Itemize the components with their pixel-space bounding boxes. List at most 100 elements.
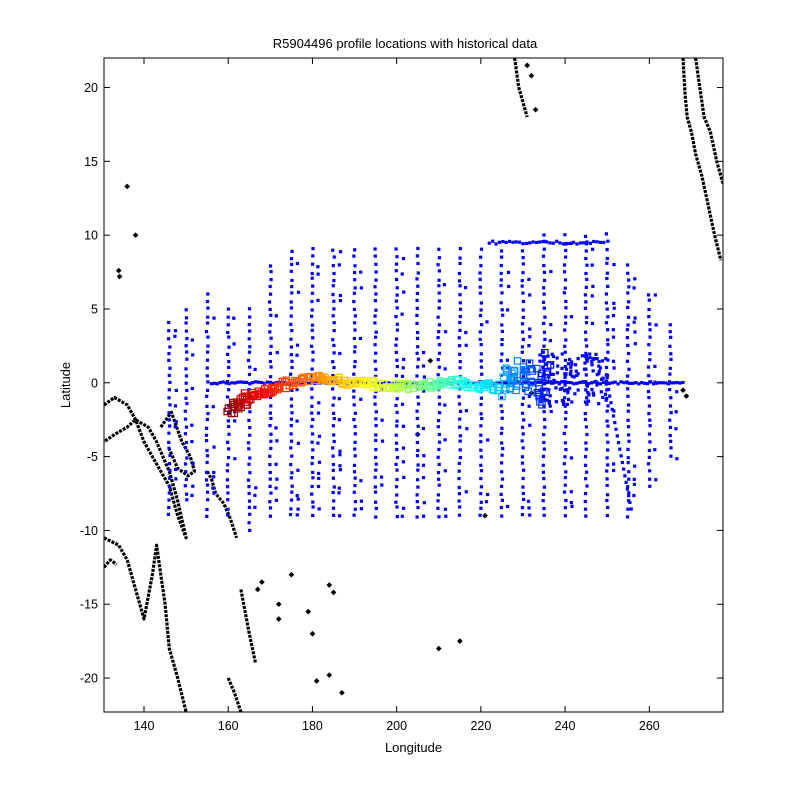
historical-point-875 — [585, 484, 589, 488]
historical-point-221 — [295, 513, 299, 517]
historical-point-573 — [438, 411, 442, 415]
historical-point-316 — [311, 254, 315, 258]
historical-point-494 — [394, 315, 398, 319]
historical-point-302 — [311, 336, 315, 340]
historical-point-1222 — [666, 382, 670, 386]
historical-point-660 — [480, 416, 484, 421]
historical-point-1270 — [614, 427, 618, 431]
historical-point-970 — [632, 493, 636, 498]
historical-point-700 — [500, 416, 504, 420]
historical-point-893 — [590, 360, 594, 364]
historical-point-1058 — [667, 380, 672, 384]
historical-point-1214 — [643, 381, 647, 385]
historical-point-790 — [542, 440, 546, 445]
historical-point-1075 — [233, 381, 237, 385]
historical-point-298 — [310, 367, 314, 371]
historical-point-781 — [542, 506, 546, 511]
historical-point-461 — [394, 500, 398, 504]
historical-point-603 — [457, 499, 461, 503]
historical-point-309 — [310, 291, 315, 295]
float-marker-23 — [242, 401, 250, 409]
historical-point-441 — [373, 359, 377, 363]
historical-point-114 — [225, 469, 229, 473]
historical-point-25 — [167, 373, 171, 377]
historical-point-1361 — [566, 362, 570, 366]
float-marker-229 — [525, 359, 534, 368]
historical-point-1236 — [514, 240, 518, 244]
historical-point-863 — [563, 278, 568, 282]
historical-point-693 — [500, 470, 504, 474]
historical-point-948 — [611, 328, 615, 332]
historical-point-448 — [374, 308, 378, 312]
historical-point-153 — [248, 471, 252, 475]
historical-point-1043 — [653, 293, 657, 297]
historical-point-1256 — [582, 241, 586, 245]
historical-point-105 — [206, 306, 210, 310]
historical-point-1176 — [531, 381, 535, 385]
historical-point-1356 — [575, 373, 579, 378]
historical-point-827 — [570, 504, 574, 508]
historical-point-1359 — [543, 378, 547, 382]
historical-point-962 — [605, 256, 609, 261]
historical-point-215 — [269, 292, 273, 296]
historical-point-118 — [227, 447, 231, 451]
historical-point-331 — [331, 454, 335, 458]
historical-point-275 — [317, 484, 321, 489]
historical-point-907 — [585, 277, 589, 281]
historical-point-794 — [542, 410, 546, 414]
historical-point-413 — [352, 254, 356, 258]
historical-point-1329 — [594, 352, 598, 356]
historical-point-856 — [564, 321, 568, 325]
historical-point-1192 — [578, 380, 582, 385]
historical-point-565 — [437, 462, 441, 466]
historical-point-878 — [583, 463, 588, 467]
historical-point-1226 — [678, 381, 682, 385]
historical-point-52 — [183, 409, 187, 413]
historical-point-301 — [310, 344, 314, 348]
historical-point-1353 — [591, 357, 595, 361]
historical-point-493 — [395, 322, 399, 326]
historical-point-91 — [211, 405, 215, 409]
coastline-5 — [226, 677, 243, 712]
historical-point-831 — [569, 490, 573, 494]
historical-point-152 — [246, 478, 251, 482]
historical-point-843 — [564, 410, 568, 414]
historical-point-729 — [500, 255, 504, 259]
historical-point-96 — [205, 366, 209, 370]
historical-point-146 — [253, 505, 257, 509]
historical-point-1314 — [583, 361, 587, 365]
historical-point-1400 — [595, 383, 599, 387]
historical-point-452 — [374, 278, 378, 282]
historical-point-274 — [310, 484, 314, 489]
historical-point-719 — [500, 308, 504, 312]
historical-point-1048 — [668, 434, 672, 438]
historical-point-188 — [274, 462, 278, 466]
historical-point-1055 — [669, 396, 673, 400]
historical-point-950 — [606, 315, 610, 319]
historical-point-751 — [527, 404, 531, 408]
historical-point-29 — [168, 345, 172, 349]
historical-point-417 — [374, 500, 378, 504]
historical-point-266 — [295, 261, 299, 266]
historical-point-528 — [415, 409, 419, 413]
historical-point-999 — [632, 320, 636, 324]
historical-point-177 — [268, 514, 272, 518]
historical-point-581 — [437, 365, 441, 369]
historical-point-1255 — [578, 241, 582, 245]
historical-point-466 — [395, 468, 399, 472]
historical-point-639 — [457, 279, 462, 283]
historical-point-849 — [563, 365, 567, 369]
historical-point-98 — [206, 350, 210, 354]
historical-point-541 — [416, 345, 420, 349]
float-marker-237 — [537, 372, 546, 380]
historical-point-303 — [310, 328, 314, 332]
historical-point-634 — [458, 307, 463, 311]
historical-point-828 — [564, 498, 568, 503]
historical-point-959 — [605, 271, 609, 275]
historical-point-1290 — [564, 367, 569, 371]
historical-point-1063 — [668, 344, 672, 348]
historical-point-210 — [268, 323, 272, 327]
historical-point-522 — [416, 448, 420, 453]
island-11 — [275, 616, 282, 622]
historical-point-240 — [295, 419, 299, 423]
